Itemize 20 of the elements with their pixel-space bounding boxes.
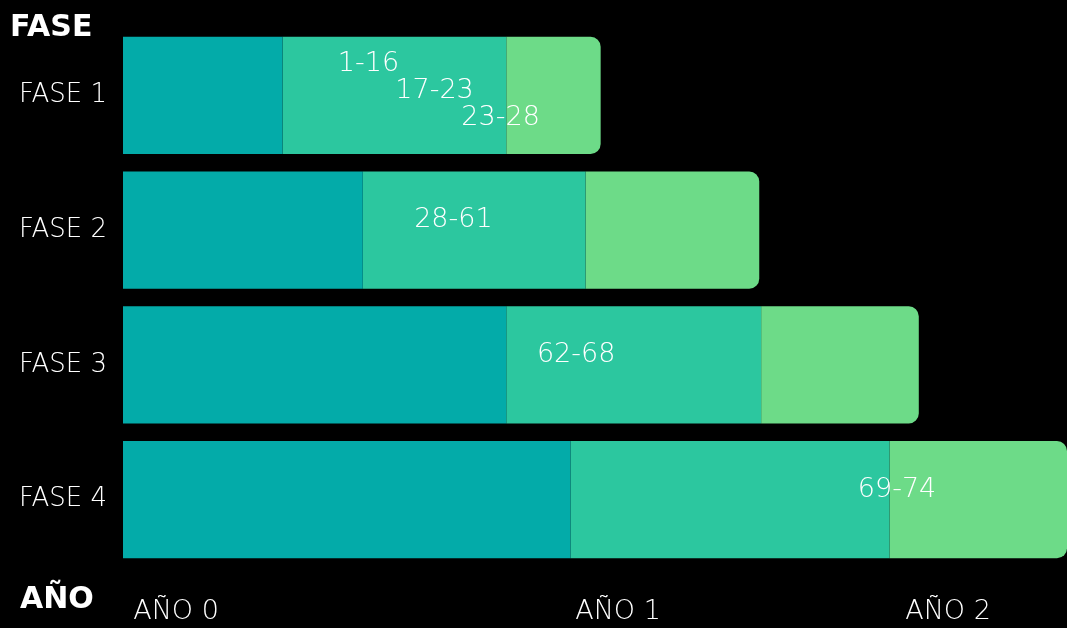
annotation: 62-68 xyxy=(536,336,616,368)
annotation: AÑO 2 xyxy=(905,594,991,626)
annotation: AÑO 0 xyxy=(133,594,219,626)
bar xyxy=(761,306,919,424)
bar xyxy=(123,171,363,289)
y-axis-title: FASE xyxy=(10,7,93,43)
y-tick-label: FASE 1 xyxy=(18,78,107,109)
y-tick-label: FASE 4 xyxy=(18,482,107,513)
bar xyxy=(123,36,283,154)
bar xyxy=(585,171,760,289)
bar xyxy=(362,171,586,289)
annotation: 28-61 xyxy=(414,202,493,234)
x-axis-title: AÑO xyxy=(20,578,94,615)
bar xyxy=(506,306,762,424)
annotation: AÑO 1 xyxy=(575,594,661,626)
y-tick-label: FASE 2 xyxy=(18,212,107,243)
bar xyxy=(123,306,507,424)
annotation: 69-74 xyxy=(857,471,937,503)
y-tick-label: FASE 3 xyxy=(18,347,107,378)
bar xyxy=(123,441,571,559)
